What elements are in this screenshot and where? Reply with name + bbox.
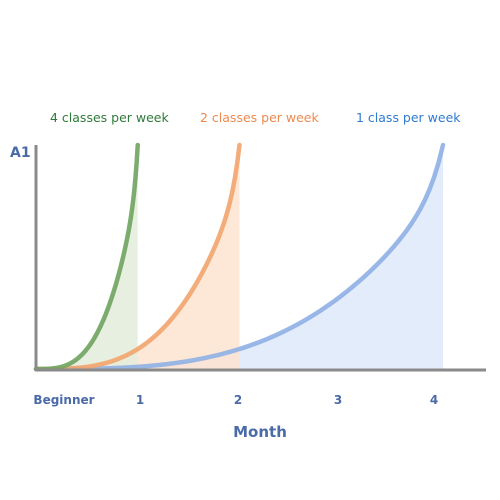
- x-tick-3: 3: [334, 393, 342, 407]
- area-1-class: [36, 145, 443, 369]
- legend-label-4-classes: 4 classes per week: [50, 110, 169, 125]
- area-2-classes: [36, 145, 240, 369]
- series-lines: [33, 142, 446, 372]
- line-2-classes: [33, 142, 242, 372]
- x-tick-4: 4: [430, 393, 438, 407]
- y-axis-label: A1: [10, 145, 31, 161]
- series-areas: [36, 145, 443, 369]
- x-tick-2: 2: [234, 393, 242, 407]
- legend-label-2-classes: 2 classes per week: [200, 110, 319, 125]
- x-tick-beginner: Beginner: [33, 393, 94, 407]
- legend-label-1-class: 1 class per week: [356, 110, 461, 125]
- line-4-classes: [33, 142, 140, 372]
- area-4-classes: [36, 145, 138, 369]
- x-tick-1: 1: [136, 393, 144, 407]
- x-axis-label: Month: [233, 423, 287, 441]
- line-1-class: [33, 142, 446, 372]
